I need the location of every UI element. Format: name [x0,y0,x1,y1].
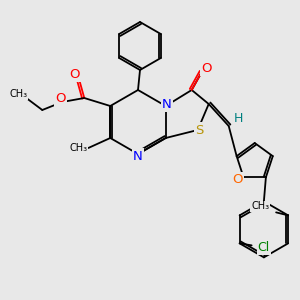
Text: Cl: Cl [257,241,270,254]
Text: N: N [162,98,172,110]
Text: O: O [202,61,212,74]
Text: O: O [69,68,80,80]
Text: CH₃: CH₃ [69,143,87,153]
Text: H: H [234,112,243,125]
Text: CH₃: CH₃ [251,201,269,212]
Text: O: O [55,92,65,106]
Text: S: S [196,124,204,136]
Text: CH₃: CH₃ [9,89,27,99]
Text: O: O [232,173,243,186]
Text: N: N [133,149,143,163]
